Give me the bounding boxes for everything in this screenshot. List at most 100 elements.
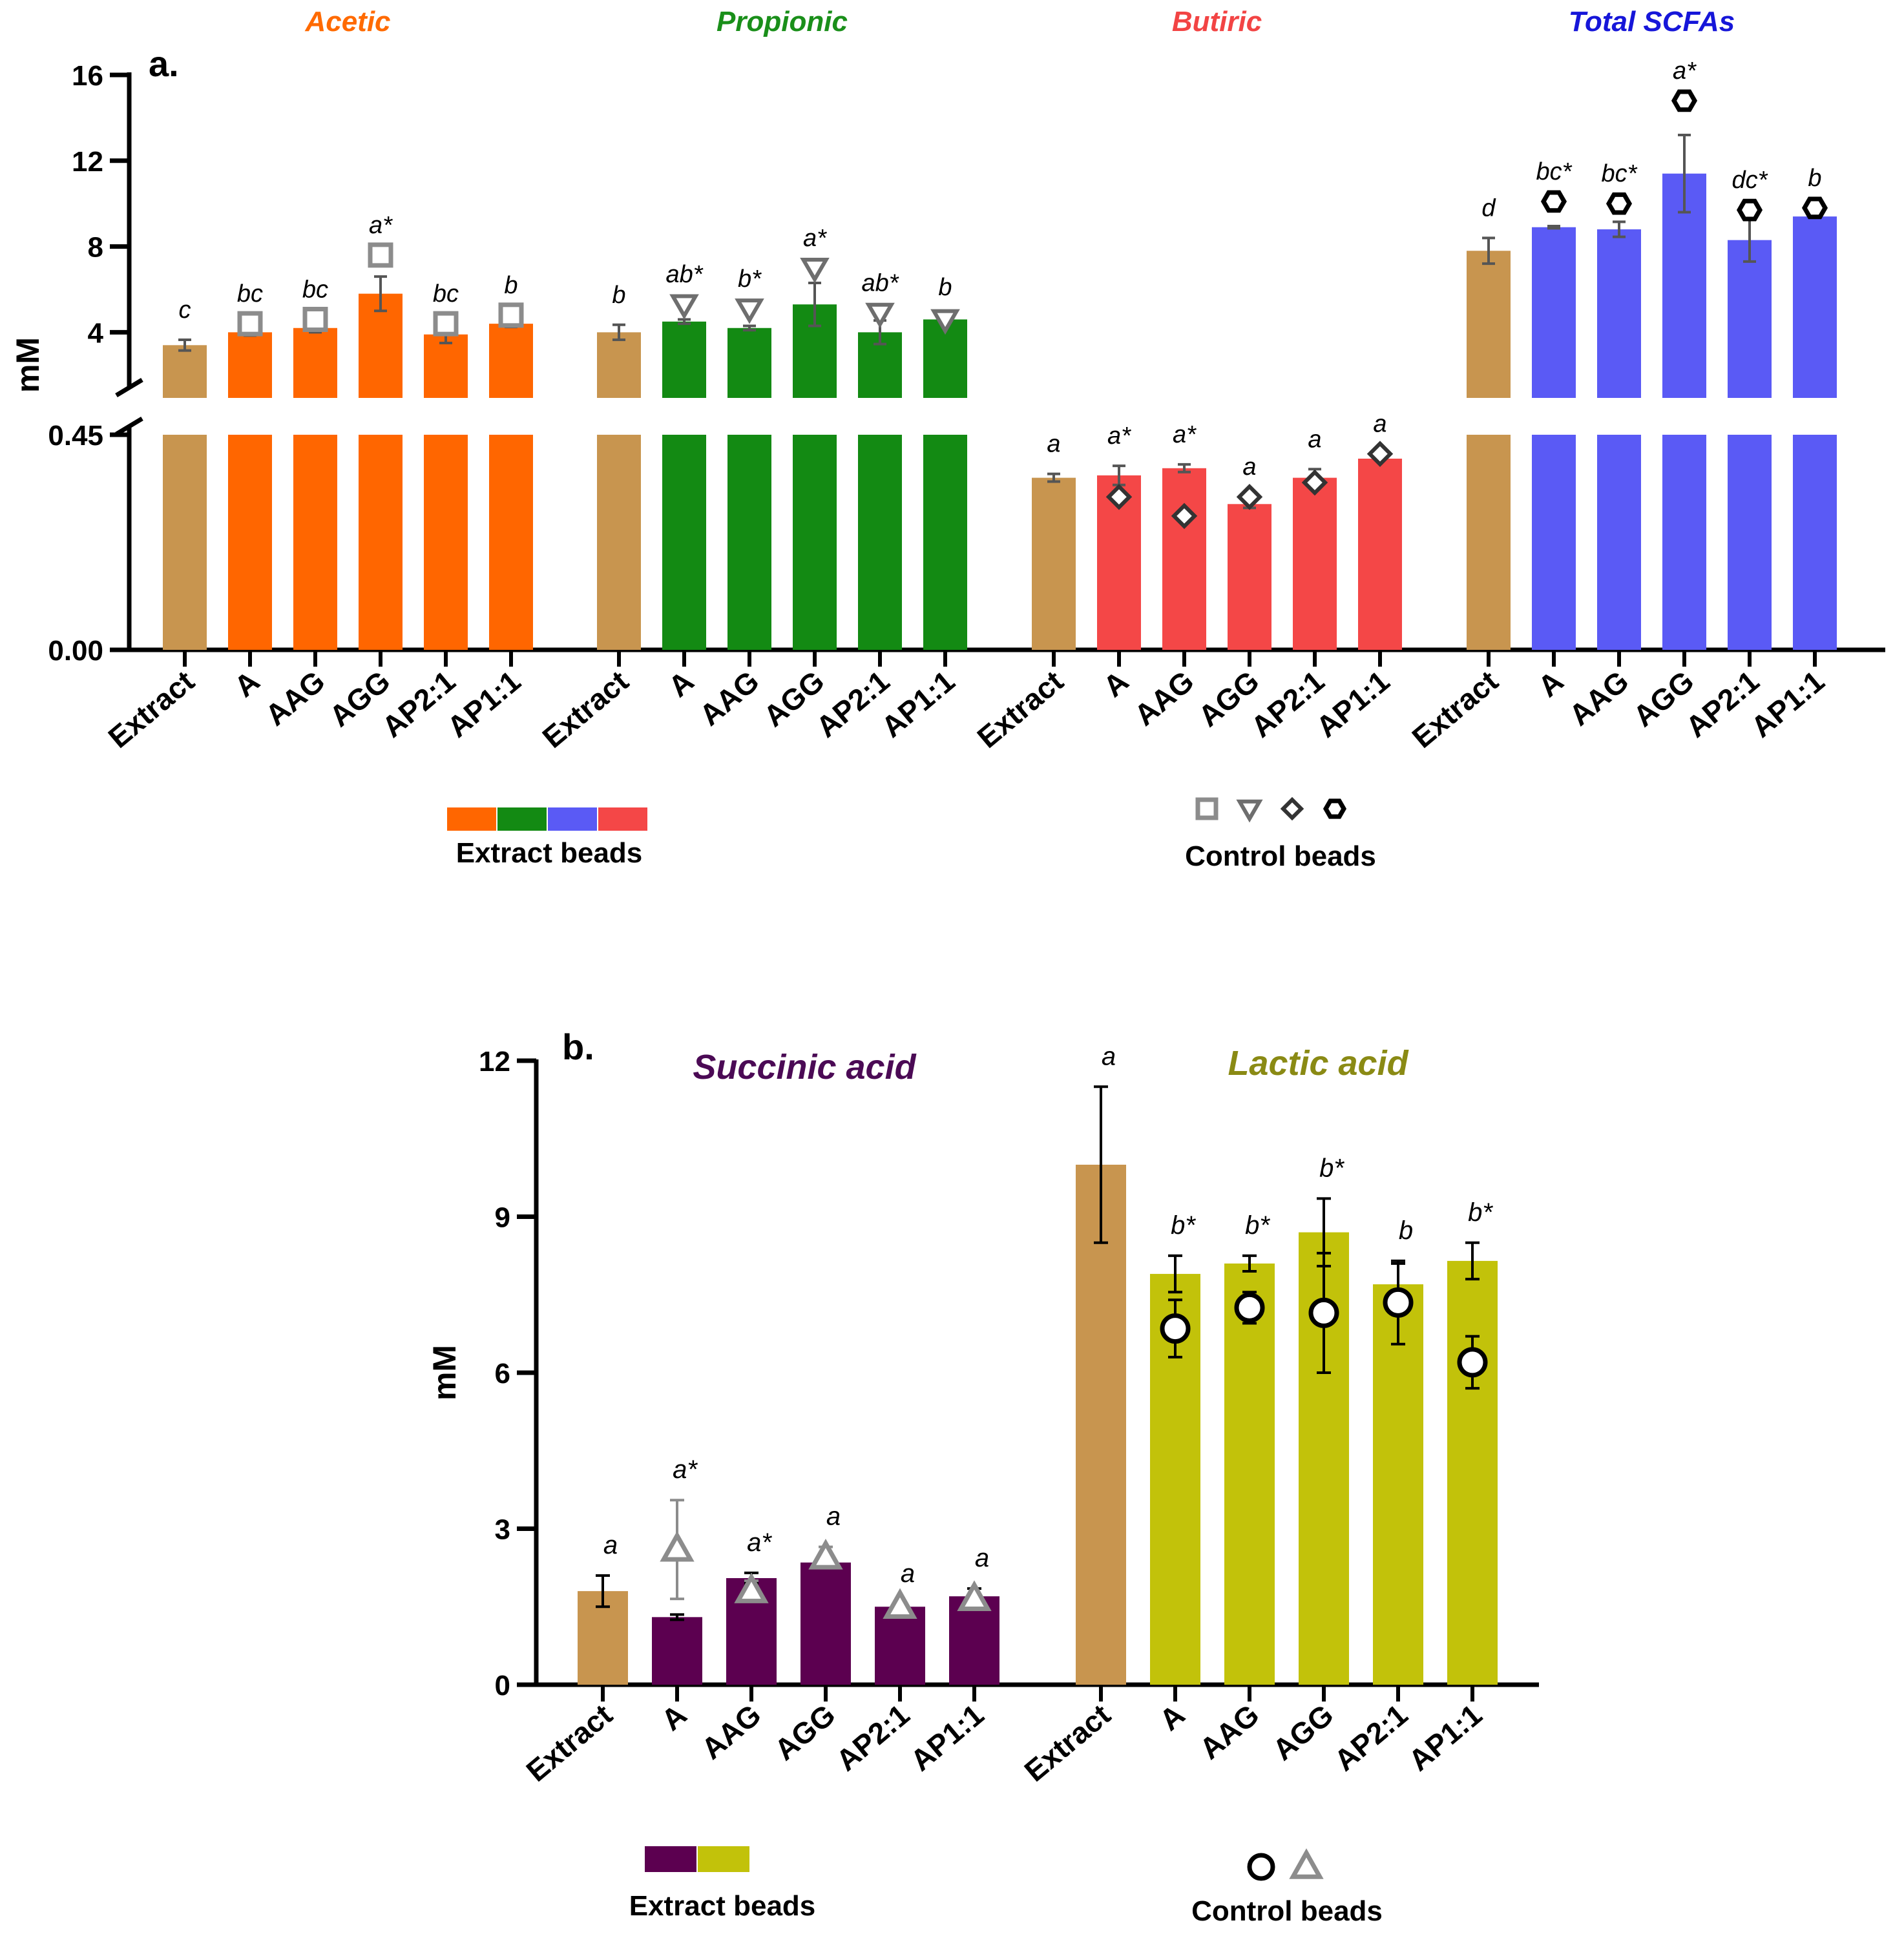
control-marker (1308, 1297, 1339, 1328)
data-label: a* (1107, 422, 1131, 450)
control-marker (865, 302, 895, 329)
data-label: b* (738, 265, 762, 293)
panel-b-y-tick-label: 3 (495, 1514, 510, 1546)
panel-a-y-tick-label: 8 (88, 232, 103, 264)
panel-a-bars: c bc bc a* bc b b ab* b* a* ab* b a a* a* a a a d bc* bc* a* d… (163, 57, 1837, 650)
bar (1358, 459, 1402, 650)
bar (489, 324, 533, 398)
x-tick-label: Extract (1018, 1698, 1117, 1788)
data-label: bc* (1602, 160, 1638, 187)
data-label: a (1102, 1042, 1116, 1070)
panel-a: a. mM 0.00 0.45 4 8 12 16 c bc bc a* bc b b ab* b* a* a… (10, 6, 1885, 872)
control-marker (1234, 1292, 1265, 1323)
panel-a-legend-extract-label: Extract beads (456, 837, 643, 869)
control-marker (433, 311, 459, 337)
data-label: b* (1245, 1211, 1270, 1240)
panel-b-legend: Extract beads Control beads (629, 1846, 1383, 1927)
bar-lower-segment (858, 435, 902, 650)
bar (597, 332, 641, 398)
control-marker (1366, 441, 1394, 467)
bar-lower-segment (923, 435, 967, 650)
bar-lower-segment (1728, 435, 1772, 650)
x-tick-label: AP1:1 (904, 1698, 990, 1778)
panel-b-y-tick-label: 9 (495, 1202, 510, 1234)
x-tick-label: AP2:1 (1244, 664, 1330, 744)
panel-a-y-tick-label: 0.45 (48, 420, 103, 452)
data-label: a* (1173, 421, 1197, 448)
panel-a-ylabel: mM (10, 337, 46, 393)
bar (875, 1607, 925, 1685)
panel-b-legend-control-label: Control beads (1191, 1895, 1383, 1927)
data-label: b* (1171, 1211, 1196, 1240)
data-label: b* (1319, 1154, 1344, 1182)
bar-lower-segment (489, 435, 533, 650)
data-label: a* (803, 225, 827, 252)
panel-a-legend: Extract beads Control beads (447, 796, 1376, 872)
x-tick-label: AP1:1 (441, 664, 527, 744)
control-marker (735, 298, 764, 324)
bar-lower-segment (163, 435, 207, 650)
data-label: a (1373, 411, 1386, 438)
group-title: Succinic acid (693, 1048, 916, 1087)
data-label: c (179, 297, 191, 324)
x-tick-label: Extract (102, 664, 201, 755)
bar (1597, 229, 1641, 398)
data-label: a (901, 1559, 915, 1588)
data-label: b (1399, 1216, 1413, 1245)
bar (1532, 227, 1576, 398)
x-tick-label: A (228, 664, 266, 703)
bar (1293, 477, 1337, 650)
x-tick-label: AAG (1128, 664, 1200, 733)
control-marker (734, 1572, 769, 1603)
panel-b-y-tick-label: 6 (495, 1358, 510, 1390)
panel-b-ylabel: mM (426, 1345, 463, 1400)
x-tick-label: A (1097, 664, 1135, 703)
x-tick-label: AAG (1563, 664, 1635, 733)
panel-a-y-tick-label: 12 (72, 146, 103, 178)
bar-lower-segment (1532, 435, 1576, 650)
data-label: bc (433, 280, 459, 307)
control-marker (1301, 469, 1328, 496)
legend-swatch (497, 807, 547, 831)
panel-b-legend-extract-label: Extract beads (629, 1890, 816, 1922)
control-marker (1540, 190, 1567, 213)
group-title: Butiric (1172, 6, 1262, 37)
legend-swatch (645, 1846, 696, 1872)
data-label: a (975, 1544, 989, 1572)
data-label: a* (673, 1455, 698, 1484)
bar (652, 1617, 702, 1685)
control-marker (660, 1530, 695, 1562)
data-label: b (938, 274, 952, 301)
bar-lower-segment (359, 435, 403, 650)
x-tick-label: A (1532, 664, 1570, 703)
x-tick-label: AP1:1 (1310, 664, 1396, 744)
group-title: Propionic (717, 6, 848, 37)
x-tick-label: AAG (1193, 1698, 1266, 1766)
data-label: a* (369, 212, 393, 239)
bar (1076, 1165, 1126, 1685)
legend-swatch (447, 807, 496, 831)
x-tick-label: AP2:1 (1679, 664, 1765, 744)
bar (1224, 1263, 1275, 1685)
panel-a-label: a. (149, 43, 179, 84)
control-marker (1606, 192, 1633, 215)
control-marker (1236, 483, 1263, 510)
data-label: ab* (861, 270, 899, 297)
x-tick-label: AP1:1 (875, 664, 961, 744)
data-label: b (504, 272, 518, 299)
data-label: ab* (665, 261, 703, 288)
panel-a-y-tick-label: 4 (88, 317, 104, 349)
bar (1032, 477, 1076, 650)
x-tick-label: A (1153, 1698, 1191, 1737)
bar (1793, 216, 1837, 398)
panel-a-y-tick-label: 0.00 (48, 635, 103, 667)
legend-swatch (598, 807, 647, 831)
x-tick-label: A (662, 664, 700, 703)
data-label: a (1242, 453, 1256, 481)
x-tick-label: AP2:1 (830, 1698, 915, 1778)
bar (1447, 1260, 1498, 1685)
x-tick-label: AP2:1 (375, 664, 461, 744)
control-marker (1801, 196, 1828, 220)
group-title: Total SCFAs (1569, 6, 1735, 37)
